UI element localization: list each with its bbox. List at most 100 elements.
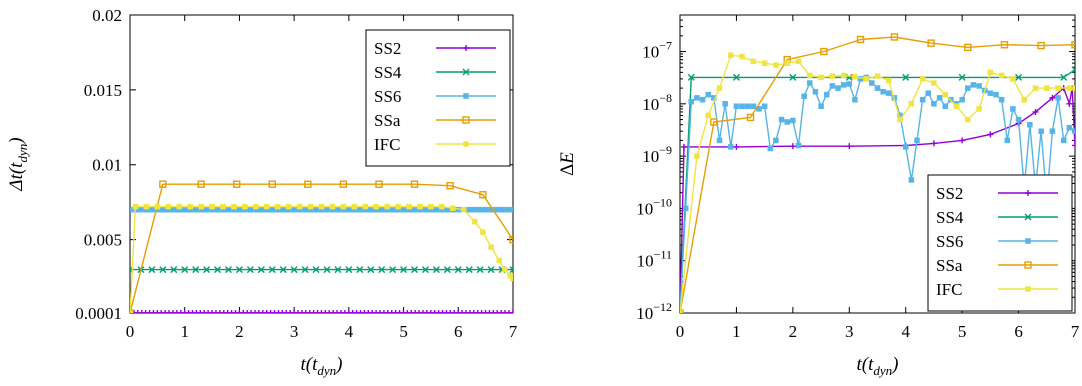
data-point-ss6 [214, 206, 221, 213]
data-point-ifc [987, 69, 994, 76]
data-point-ss6 [908, 177, 915, 183]
x-tick-label: 0 [126, 322, 135, 341]
data-point-ss6 [192, 206, 199, 213]
data-point-ss2 [466, 310, 473, 313]
data-point-ss4 [389, 266, 397, 274]
series-line-ss2 [680, 87, 1075, 313]
data-point-ss2 [271, 310, 278, 313]
data-point-ifc [998, 72, 1005, 79]
data-point-ss6 [1015, 116, 1022, 123]
data-point-ifc [351, 203, 358, 210]
y-axis-label-delta: Δ [557, 164, 578, 176]
data-point-ss2 [1032, 108, 1039, 115]
data-point-ss4 [148, 266, 156, 274]
y-axis-label: ΔE [557, 152, 578, 176]
data-point-ss4 [301, 266, 309, 274]
data-point-ifc [231, 203, 237, 210]
data-point-ss4 [487, 266, 495, 274]
data-point-ss6 [466, 206, 472, 213]
legend-label-ss4: SS4 [936, 208, 964, 227]
data-point-ss2 [1066, 100, 1073, 107]
data-point-ifc [863, 76, 869, 82]
legend-label-ssa: SSa [936, 256, 963, 275]
data-point-ss2 [302, 310, 309, 313]
data-point-ss2 [408, 310, 415, 313]
data-point-ifc [965, 116, 971, 123]
data-point-ss4 [476, 266, 484, 274]
legend-label-ss6: SS6 [374, 87, 401, 106]
data-point-ifc [908, 101, 915, 107]
series-line-ssa [130, 183, 513, 313]
legend: SS2 SS4 SS6 SSa IFC [927, 174, 1073, 312]
y-tick-label-base: 10 [636, 199, 653, 218]
data-point-ss4 [224, 266, 232, 274]
data-point-ss6 [367, 206, 374, 213]
data-point-ifc [705, 112, 711, 119]
data-point-ss2 [224, 310, 231, 313]
data-point-ss6 [846, 81, 853, 87]
x-tick-label: 7 [509, 322, 518, 341]
data-point-ss6 [1010, 106, 1016, 112]
data-point-ss6 [931, 101, 937, 107]
series-line-ifc [130, 206, 513, 313]
data-point-ifc [1010, 76, 1016, 82]
data-point-ss2 [443, 310, 450, 313]
legend-label-ss2: SS2 [374, 39, 401, 58]
data-point-ss2 [330, 310, 337, 313]
data-point-ssa [197, 180, 205, 188]
x-axis-label-main: t(t [301, 354, 319, 375]
legend-marker-ss6 [463, 93, 469, 99]
data-point-ifc [761, 60, 768, 66]
data-point-ifc [795, 58, 802, 65]
x-tick-label: 1 [732, 322, 741, 341]
data-point-ifc [874, 73, 881, 79]
data-point-ss2 [1049, 94, 1056, 101]
data-point-ss6 [976, 83, 982, 89]
data-point-ss2 [298, 310, 305, 313]
data-point-ss4 [192, 266, 200, 274]
data-point-ss6 [493, 206, 500, 213]
data-point-ss2 [236, 310, 243, 313]
data-point-ss4 [214, 266, 222, 274]
data-point-ss2 [384, 310, 391, 313]
data-point-ssa [856, 35, 865, 44]
series-line-ssa [680, 36, 1075, 313]
data-point-ss2 [326, 310, 333, 313]
data-point-ss4 [421, 266, 429, 274]
data-point-ifc [680, 310, 683, 313]
data-point-ss4 [170, 266, 178, 274]
data-point-ss2 [193, 310, 200, 313]
y-tick-label-exponent: −7 [659, 39, 672, 53]
data-point-ss4 [203, 266, 211, 274]
x-axis-label: t(tdyn) [857, 354, 899, 378]
data-point-ifc [716, 85, 723, 91]
data-point-ss6 [925, 90, 932, 96]
legend-marker-ss2 [1025, 190, 1031, 196]
data-point-ss2 [455, 310, 462, 313]
data-point-ss6 [818, 103, 824, 109]
x-axis-label-close: ) [891, 354, 898, 375]
data-point-ss2 [130, 310, 137, 313]
data-point-ss2 [427, 310, 434, 313]
data-point-ss6 [965, 85, 971, 91]
data-point-ifc [143, 203, 150, 210]
data-point-ifc [340, 203, 347, 210]
data-point-ss6 [138, 206, 144, 213]
data-point-ss2 [733, 143, 740, 150]
data-point-ifc [384, 203, 390, 210]
data-point-ss4 [432, 266, 440, 274]
y-tick-label-exponent: −8 [659, 91, 672, 105]
data-point-ss4 [1060, 73, 1068, 81]
data-point-ss2 [314, 310, 321, 313]
x-axis-label-close: ) [335, 354, 342, 375]
data-point-ss6 [181, 206, 188, 213]
data-point-ssa [479, 190, 487, 199]
data-point-ss6 [722, 101, 728, 107]
data-point-ss2 [138, 310, 145, 313]
y-tick-label-base: 10 [642, 95, 659, 114]
x-tick-label: 3 [290, 322, 299, 341]
data-point-ss6 [411, 206, 418, 213]
x-tick-label: 5 [399, 322, 408, 341]
data-point-ss6 [823, 91, 830, 98]
